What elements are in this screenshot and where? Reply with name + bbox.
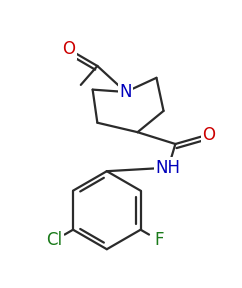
- Text: O: O: [202, 126, 215, 143]
- Text: N: N: [120, 83, 132, 101]
- Text: O: O: [62, 40, 76, 58]
- Text: F: F: [154, 232, 164, 249]
- Text: Cl: Cl: [46, 232, 62, 249]
- Text: NH: NH: [156, 159, 181, 177]
